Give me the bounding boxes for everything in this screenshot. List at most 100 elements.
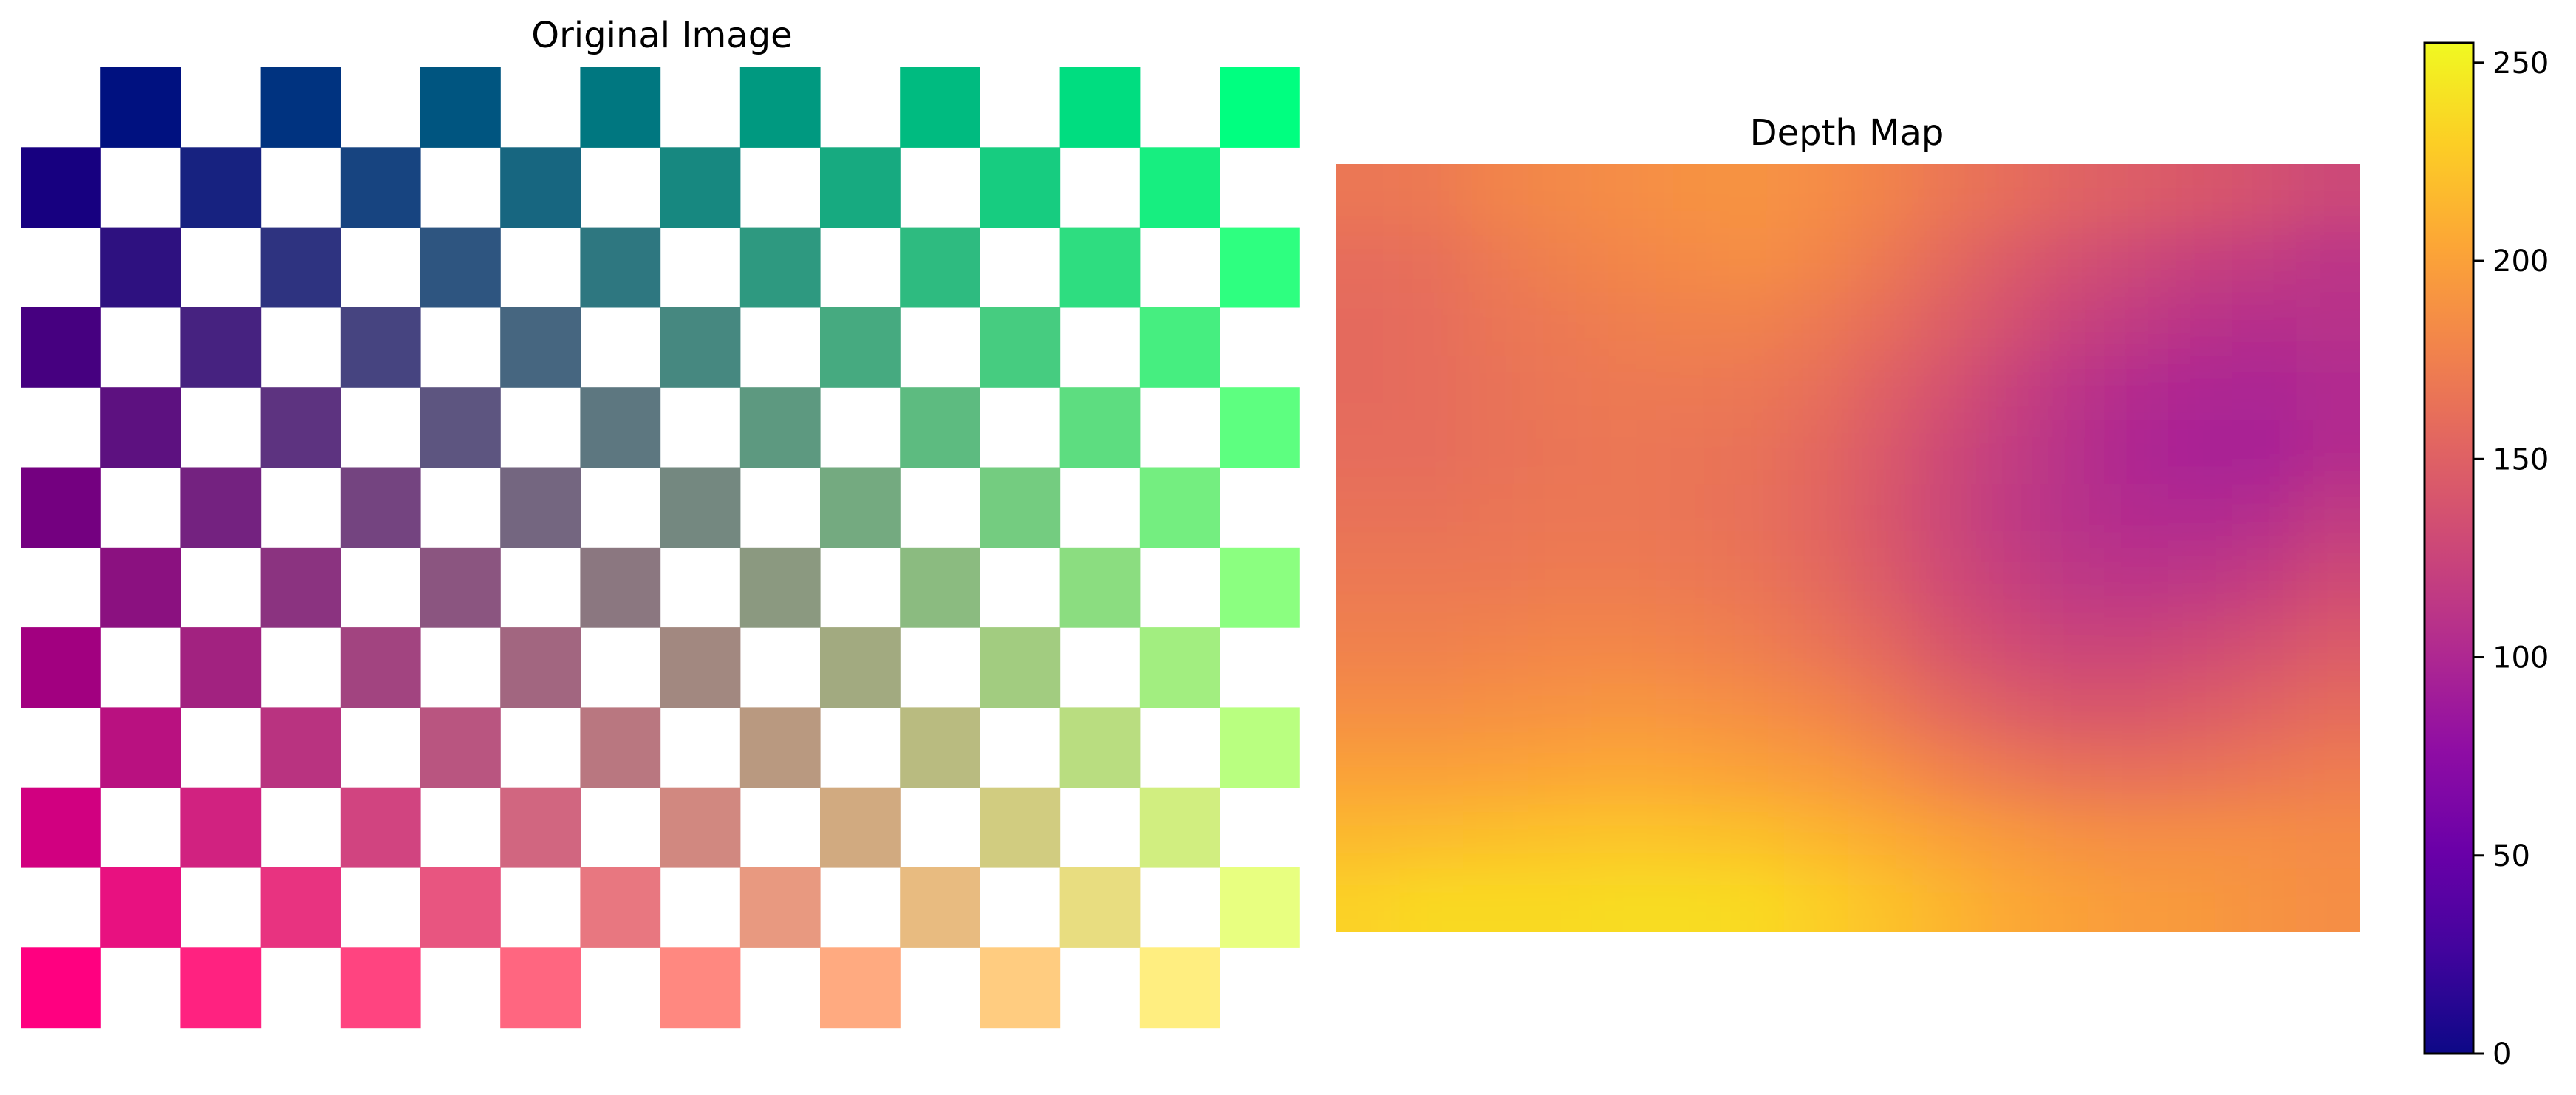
checker-cell bbox=[1059, 387, 1141, 468]
depth-cell bbox=[1783, 484, 1849, 549]
depth-cell bbox=[1591, 548, 1657, 613]
checker-cell bbox=[500, 627, 581, 708]
original-image-title: Original Image bbox=[531, 15, 792, 56]
depth-cell bbox=[1848, 612, 1913, 678]
depth-cell bbox=[2296, 420, 2360, 485]
depth-cell bbox=[2040, 676, 2105, 741]
depth-cell bbox=[1783, 612, 1849, 678]
depth-cell bbox=[1783, 228, 1849, 293]
depth-cell bbox=[1336, 612, 1401, 678]
checker-cell bbox=[1059, 67, 1141, 148]
depth-cell bbox=[2232, 612, 2297, 678]
depth-cell bbox=[2167, 420, 2233, 485]
checker-cell bbox=[1139, 147, 1220, 228]
depth-cell bbox=[1528, 164, 1593, 229]
checker-cell bbox=[900, 547, 980, 628]
checker-cell bbox=[900, 867, 980, 948]
checker-cell bbox=[980, 467, 1061, 548]
depth-cell bbox=[1912, 420, 1977, 485]
colorbar-tick-label: 200 bbox=[2493, 245, 2549, 279]
depth-cell bbox=[1656, 676, 1721, 741]
depth-cell bbox=[1399, 420, 1465, 485]
depth-cell bbox=[1463, 356, 1529, 421]
depth-cell bbox=[1528, 356, 1593, 421]
checker-cell bbox=[100, 707, 181, 788]
checker-cell bbox=[1220, 387, 1300, 468]
depth-cell bbox=[2040, 356, 2105, 421]
depth-cell bbox=[2167, 484, 2233, 549]
checker-cell bbox=[820, 627, 901, 708]
depth-cell bbox=[1848, 484, 1913, 549]
colorbar-tick-label: 0 bbox=[2493, 1037, 2511, 1071]
depth-cell bbox=[1912, 612, 1977, 678]
checker-cell bbox=[340, 467, 421, 548]
depth-cell bbox=[1336, 484, 1401, 549]
depth-cell bbox=[1656, 868, 1721, 932]
depth-cell bbox=[1528, 548, 1593, 613]
checker-cell bbox=[1139, 947, 1220, 1029]
depth-cell bbox=[2167, 868, 2233, 932]
depth-cell bbox=[1912, 164, 1977, 229]
depth-cell bbox=[1463, 420, 1529, 485]
checker-cell bbox=[21, 787, 101, 868]
depth-cell bbox=[1336, 420, 1401, 485]
depth-cell bbox=[1783, 676, 1849, 741]
checker-cell bbox=[900, 227, 980, 308]
depth-cell bbox=[1399, 868, 1465, 932]
depth-cell bbox=[1656, 484, 1721, 549]
checker-cell bbox=[21, 467, 101, 548]
depth-cell bbox=[1336, 164, 1401, 229]
depth-cell bbox=[1720, 228, 1785, 293]
depth-cell bbox=[1720, 356, 1785, 421]
depth-cell bbox=[1975, 228, 2041, 293]
depth-cell bbox=[2296, 356, 2360, 421]
depth-cell bbox=[1912, 676, 1977, 741]
depth-cell bbox=[2232, 228, 2297, 293]
depth-cell bbox=[1591, 228, 1657, 293]
depth-cell bbox=[2232, 740, 2297, 805]
depth-cell bbox=[2296, 484, 2360, 549]
depth-cell bbox=[2296, 676, 2360, 741]
checker-cell bbox=[420, 227, 501, 308]
depth-cell bbox=[1783, 740, 1849, 805]
colorbar-ticks: 0 50 100 150 200 250 bbox=[2473, 47, 2549, 1071]
checker-cell bbox=[1220, 67, 1300, 148]
checker-cell bbox=[100, 227, 181, 308]
checker-cell bbox=[1139, 787, 1220, 868]
checker-cell bbox=[500, 947, 581, 1029]
depth-cell bbox=[1399, 548, 1465, 613]
checker-cell bbox=[820, 307, 901, 388]
depth-cell bbox=[1783, 356, 1849, 421]
checker-cell bbox=[580, 867, 661, 948]
checker-cell bbox=[340, 947, 421, 1029]
depth-cell bbox=[2232, 484, 2297, 549]
checker-cell bbox=[500, 787, 581, 868]
checker-cell bbox=[21, 947, 101, 1029]
checker-cell bbox=[980, 627, 1061, 708]
depth-cell bbox=[1656, 356, 1721, 421]
depth-cell bbox=[1975, 292, 2041, 357]
depth-cell bbox=[2104, 420, 2169, 485]
depth-cell bbox=[1463, 804, 1529, 870]
depth-cell bbox=[1720, 484, 1785, 549]
colorbar-tick-label: 250 bbox=[2493, 47, 2549, 81]
depth-cell bbox=[1463, 228, 1529, 293]
depth-cell bbox=[2167, 292, 2233, 357]
depth-cell bbox=[1975, 356, 2041, 421]
depth-cell bbox=[1591, 612, 1657, 678]
depth-cell bbox=[1591, 484, 1657, 549]
depth-cell bbox=[1912, 804, 1977, 870]
depth-cell bbox=[1591, 356, 1657, 421]
depth-cell bbox=[1463, 484, 1529, 549]
colorbar-tick-label: 150 bbox=[2493, 443, 2549, 477]
depth-cell bbox=[1528, 868, 1593, 932]
depth-cell bbox=[1848, 676, 1913, 741]
checker-cell bbox=[180, 147, 262, 228]
depth-cell bbox=[2104, 804, 2169, 870]
depth-cell bbox=[1720, 676, 1785, 741]
checker-cell bbox=[340, 307, 421, 388]
depth-cell bbox=[1848, 804, 1913, 870]
depth-map-image bbox=[1336, 164, 2360, 932]
checker-cell bbox=[420, 67, 501, 148]
depth-cell bbox=[2296, 804, 2360, 870]
